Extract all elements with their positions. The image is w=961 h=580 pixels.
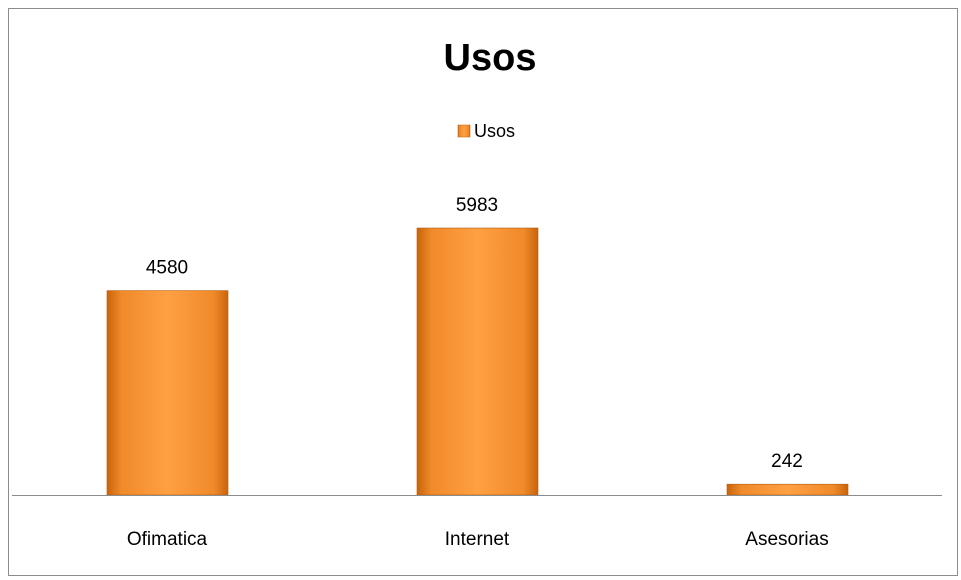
value-label: 4580 xyxy=(146,258,188,279)
chart-title: Usos xyxy=(444,37,537,79)
x-tick-label: Internet xyxy=(445,529,510,550)
x-tick-label: Asesorias xyxy=(745,529,828,550)
bar xyxy=(106,290,229,496)
value-label: 5983 xyxy=(456,195,498,216)
legend-swatch xyxy=(457,124,471,138)
legend-label: Usos xyxy=(474,121,515,141)
x-tick-label: Ofimatica xyxy=(127,529,208,550)
value-label: 242 xyxy=(771,451,803,472)
bar xyxy=(416,227,539,496)
bar xyxy=(726,483,849,496)
